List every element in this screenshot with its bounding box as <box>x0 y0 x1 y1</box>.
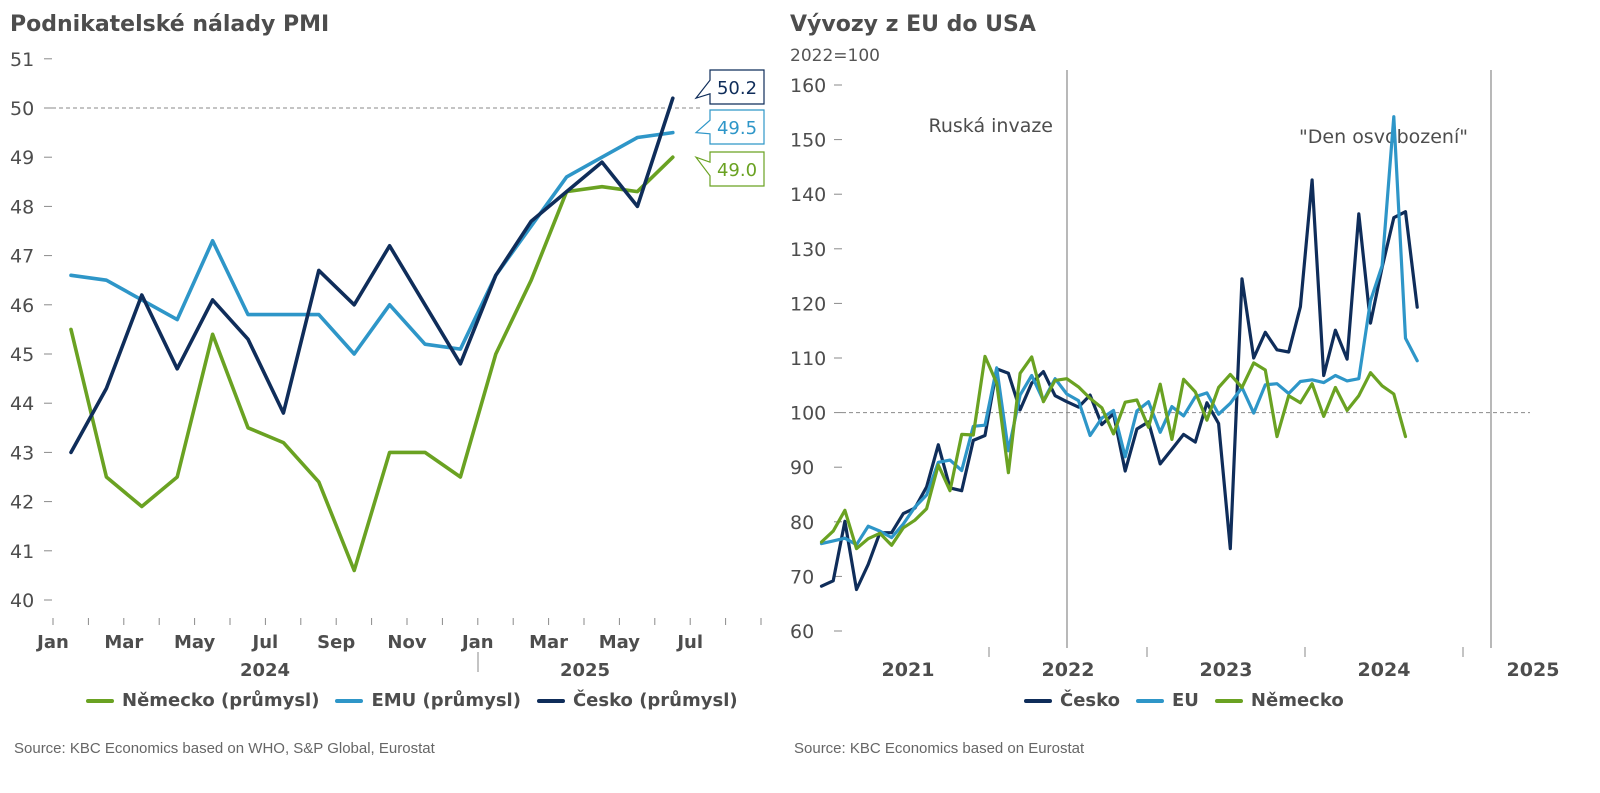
legend-label-german: Německo (průmysl) <box>122 690 320 711</box>
series-line-emu <box>69 130 675 356</box>
x-month-label: Jan <box>460 632 494 653</box>
legend-swatch-cesko <box>1024 698 1052 703</box>
exports-legend: Česko EU Německo <box>1024 690 1344 711</box>
x-month-label: May <box>599 632 641 653</box>
y-tick-label: 48 <box>10 196 34 218</box>
y-tick-label: 49 <box>10 147 34 169</box>
y-tick-label: 46 <box>10 295 34 317</box>
y-tick-label: 51 <box>10 49 34 71</box>
pmi-chart-title: Podnikatelské nálady PMI <box>10 12 330 37</box>
series-line-nemecko <box>819 354 1408 551</box>
pmi-source: Source: KBC Economics based on WHO, S&P … <box>14 740 435 757</box>
legend-item-cesko: Česko <box>1024 690 1120 711</box>
event-label: "Den osvobození" <box>1299 126 1468 148</box>
y-tick-label: 42 <box>10 492 34 514</box>
y-tick-label: 47 <box>10 246 34 268</box>
y-tick-label: 44 <box>10 393 34 415</box>
x-month-label: Mar <box>529 632 568 653</box>
pmi-panel: Podnikatelské nálady PMI 40 41 42 43 44 45 46 4… <box>0 0 790 793</box>
pmi-chart-svg: 40 41 42 43 44 45 46 47 48 49 50 51 Jan Mar May Jul Sep N… <box>10 49 765 681</box>
legend-item-german: Německo (průmysl) <box>86 690 319 711</box>
legend-item-czech: Česko (průmysl) <box>536 690 738 711</box>
x-month-label: Sep <box>317 632 355 653</box>
x-year-label: 2024 <box>240 660 290 681</box>
end-value-callout <box>694 109 765 145</box>
y-tick-label: 80 <box>790 512 814 534</box>
end-value-label: 49.0 <box>717 160 757 181</box>
y-tick-label: 60 <box>790 621 814 643</box>
legend-swatch-german <box>86 698 114 703</box>
legend-item-nemecko: Německo <box>1214 690 1344 711</box>
legend-swatch-emu <box>335 698 364 703</box>
exports-chart-svg: 60 70 80 90 100 110 120 130 140 150 160 Ruská invaz… <box>790 70 1560 681</box>
x-year-label: 2025 <box>1507 659 1560 681</box>
legend-swatch-czech <box>536 698 565 703</box>
event-label: Ruská invaze <box>928 115 1053 137</box>
legend-label-eu: EU <box>1172 690 1199 711</box>
y-tick-label: 140 <box>790 184 826 206</box>
x-month-label: Nov <box>387 632 426 653</box>
y-tick-label: 43 <box>10 442 34 464</box>
x-month-label: Jan <box>35 632 69 653</box>
series-line-nemecko <box>69 155 675 573</box>
end-value-label: 49.5 <box>717 118 757 139</box>
exports-source: Source: KBC Economics based on Eurostat <box>794 740 1085 757</box>
legend-label-czech: Česko (průmysl) <box>572 690 738 711</box>
end-value-label: 50.2 <box>717 78 757 99</box>
series-line-cesko <box>819 178 1419 592</box>
exports-panel: Vývozy z EU do USA 2022=100 60 70 80 90 100 1… <box>790 0 1600 793</box>
y-tick-label: 110 <box>790 348 826 370</box>
y-tick-label: 100 <box>790 403 826 425</box>
x-year-label: 2025 <box>560 660 610 681</box>
pmi-legend: Německo (průmysl) EMU (průmysl) Česko (p… <box>86 690 738 711</box>
y-tick-label: 120 <box>790 293 826 315</box>
y-tick-label: 90 <box>790 457 814 479</box>
y-tick-label: 160 <box>790 75 826 97</box>
series-line-cesko <box>69 96 675 455</box>
legend-swatch-nemecko <box>1214 698 1243 703</box>
end-value-callout <box>694 151 765 187</box>
y-tick-label: 150 <box>790 130 826 152</box>
x-year-label: 2021 <box>882 659 935 681</box>
y-tick-label: 50 <box>10 98 34 120</box>
x-month-label: May <box>174 632 216 653</box>
legend-swatch-eu <box>1136 698 1164 703</box>
legend-item-emu: EMU (průmysl) <box>335 690 521 711</box>
x-month-label: Mar <box>104 632 143 653</box>
y-tick-label: 45 <box>10 344 34 366</box>
legend-label-cesko: Česko <box>1060 690 1120 711</box>
y-tick-label: 40 <box>10 590 34 612</box>
x-month-label: Jul <box>251 632 279 653</box>
x-month-label: Jul <box>675 632 703 653</box>
x-year-label: 2023 <box>1200 659 1253 681</box>
y-tick-label: 41 <box>10 541 34 563</box>
exports-chart-title: Vývozy z EU do USA <box>790 12 1036 37</box>
y-tick-label: 130 <box>790 239 826 261</box>
x-year-label: 2024 <box>1358 659 1411 681</box>
end-value-callout <box>694 69 765 105</box>
x-year-label: 2022 <box>1042 659 1095 681</box>
exports-chart-subtitle: 2022=100 <box>790 46 880 66</box>
legend-item-eu: EU <box>1136 690 1199 711</box>
y-tick-label: 70 <box>790 566 814 588</box>
legend-label-emu: EMU (průmysl) <box>371 690 521 711</box>
legend-label-nemecko: Německo <box>1250 690 1344 711</box>
series-line-eu <box>819 115 1419 547</box>
